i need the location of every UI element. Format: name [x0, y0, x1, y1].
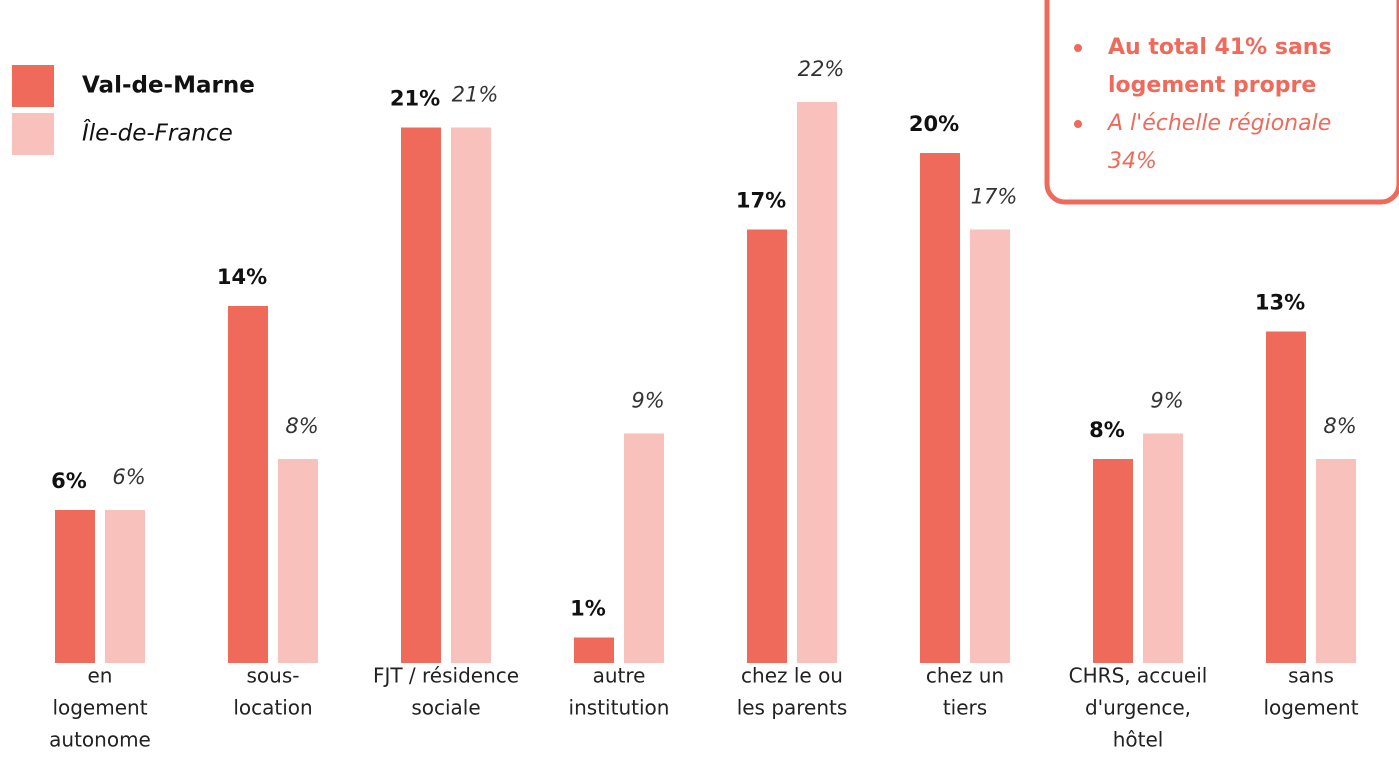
legend-label: Île-de-France — [82, 119, 233, 147]
annotation: logement propre — [1108, 73, 1316, 98]
bar — [920, 153, 960, 663]
legend-swatch — [12, 113, 54, 155]
annotation: Au total 41% sans — [1108, 35, 1332, 60]
value-label: 17% — [971, 185, 1018, 209]
bar — [278, 459, 318, 663]
bar — [970, 229, 1010, 663]
bar — [105, 510, 145, 663]
x-tick-label: institution — [569, 696, 670, 720]
value-label: 8% — [1323, 414, 1356, 438]
annotation: 34% — [1108, 149, 1157, 174]
value-label: 8% — [1089, 418, 1125, 442]
x-tick-label: tiers — [943, 696, 987, 720]
value-label: 17% — [736, 189, 786, 213]
annotation: A l'échelle régionale — [1106, 111, 1331, 136]
x-tick-label: d'urgence, — [1085, 696, 1191, 720]
x-tick-label: CHRS, accueil — [1069, 664, 1208, 688]
x-tick-label: les parents — [737, 696, 848, 720]
x-tick-label: autonome — [49, 728, 151, 752]
value-label: 6% — [51, 469, 87, 493]
x-tick-label: sans — [1288, 664, 1334, 688]
value-label: 20% — [909, 112, 959, 136]
x-tick-label: logement — [1263, 696, 1358, 720]
bar — [401, 127, 441, 663]
value-label: 14% — [217, 265, 267, 289]
bar — [747, 229, 787, 663]
legend-label: Val-de-Marne — [82, 73, 255, 99]
x-tick-label: en — [88, 664, 113, 688]
x-tick-label: hôtel — [1113, 728, 1164, 752]
value-label: 21% — [390, 87, 440, 111]
value-label: 6% — [112, 465, 145, 489]
x-tick-label: chez un — [926, 664, 1004, 688]
bar — [228, 306, 268, 663]
bar — [574, 637, 614, 663]
value-label: 8% — [285, 414, 318, 438]
bar — [55, 510, 95, 663]
legend-swatch — [12, 65, 54, 107]
bar — [1143, 433, 1183, 663]
bar — [624, 433, 664, 663]
bar — [1316, 459, 1356, 663]
x-tick-label: FJT / résidence — [373, 664, 519, 688]
bar — [797, 102, 837, 663]
value-label: 13% — [1255, 291, 1305, 315]
value-label: 1% — [570, 597, 606, 621]
x-tick-label: sociale — [411, 696, 480, 720]
annotation-box — [1044, 0, 1399, 205]
bar — [1093, 459, 1133, 663]
value-label: 21% — [452, 83, 499, 107]
bullet — [1074, 120, 1082, 128]
value-label: 9% — [1150, 389, 1183, 413]
x-tick-label: location — [233, 696, 312, 720]
bar — [1266, 331, 1306, 663]
x-tick-label: autre — [593, 664, 646, 688]
value-label: 22% — [798, 57, 845, 81]
bullet — [1074, 44, 1082, 52]
bar — [451, 127, 491, 663]
value-label: 9% — [631, 389, 664, 413]
x-tick-label: chez le ou — [741, 664, 843, 688]
x-tick-label: sous- — [247, 664, 300, 688]
x-tick-label: logement — [52, 696, 147, 720]
